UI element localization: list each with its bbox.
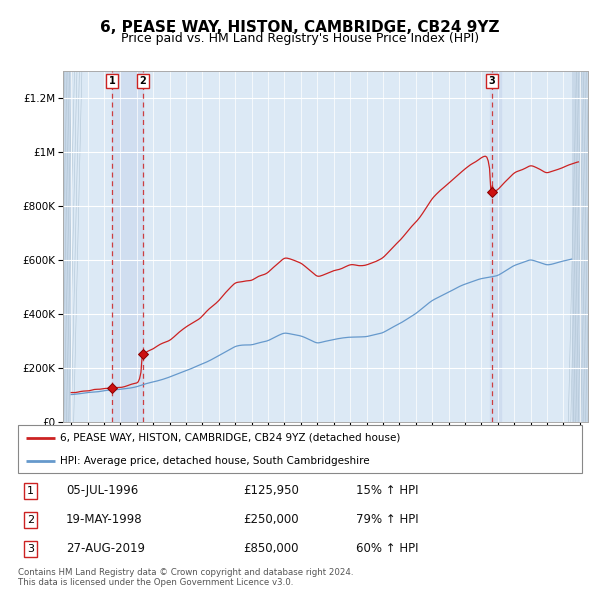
Text: 1: 1 xyxy=(27,486,34,496)
Text: £125,950: £125,950 xyxy=(244,484,299,497)
Text: Contains HM Land Registry data © Crown copyright and database right 2024.
This d: Contains HM Land Registry data © Crown c… xyxy=(18,568,353,587)
Text: 19-MAY-1998: 19-MAY-1998 xyxy=(66,513,143,526)
Text: 27-AUG-2019: 27-AUG-2019 xyxy=(66,542,145,555)
Text: 79% ↑ HPI: 79% ↑ HPI xyxy=(356,513,419,526)
FancyBboxPatch shape xyxy=(18,425,582,473)
Text: 3: 3 xyxy=(488,76,496,86)
Bar xyxy=(63,71,71,422)
Bar xyxy=(490,71,501,422)
Text: 6, PEASE WAY, HISTON, CAMBRIDGE, CB24 9YZ (detached house): 6, PEASE WAY, HISTON, CAMBRIDGE, CB24 9Y… xyxy=(60,433,401,443)
Text: £250,000: £250,000 xyxy=(244,513,299,526)
Bar xyxy=(112,71,143,422)
Text: HPI: Average price, detached house, South Cambridgeshire: HPI: Average price, detached house, Sout… xyxy=(60,456,370,466)
Text: 05-JUL-1996: 05-JUL-1996 xyxy=(66,484,138,497)
Text: 6, PEASE WAY, HISTON, CAMBRIDGE, CB24 9YZ: 6, PEASE WAY, HISTON, CAMBRIDGE, CB24 9Y… xyxy=(100,20,500,35)
Text: 1: 1 xyxy=(109,76,116,86)
Text: Price paid vs. HM Land Registry's House Price Index (HPI): Price paid vs. HM Land Registry's House … xyxy=(121,32,479,45)
Text: 15% ↑ HPI: 15% ↑ HPI xyxy=(356,484,419,497)
Text: 60% ↑ HPI: 60% ↑ HPI xyxy=(356,542,419,555)
Text: 3: 3 xyxy=(27,544,34,554)
Text: 2: 2 xyxy=(27,515,34,525)
Text: 2: 2 xyxy=(140,76,146,86)
Bar xyxy=(572,71,588,422)
Text: £850,000: £850,000 xyxy=(244,542,299,555)
